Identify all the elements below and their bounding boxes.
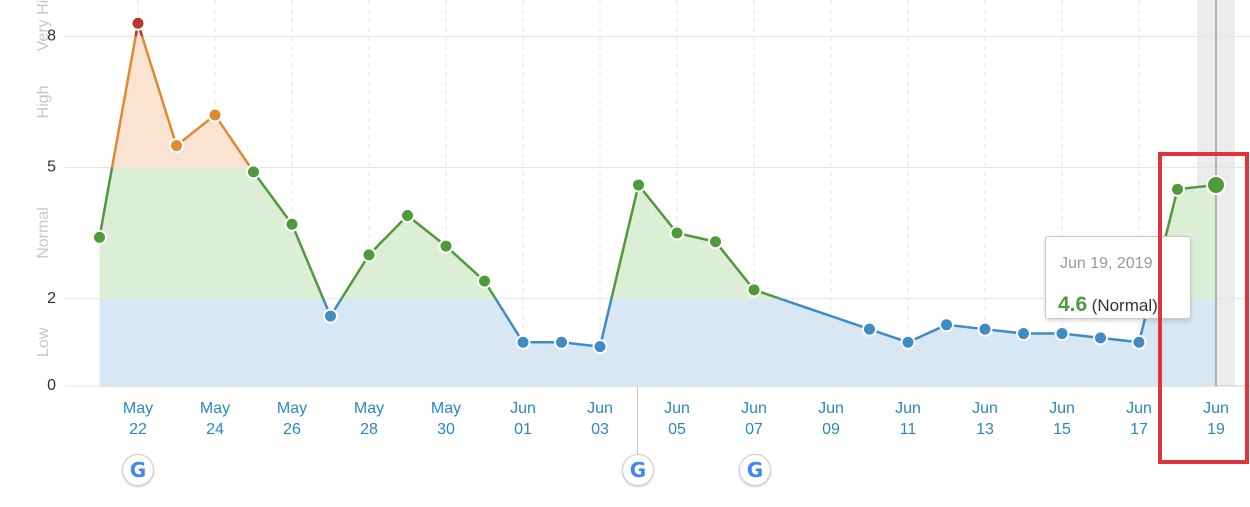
x-tick-label: Jun 19 [1203, 400, 1229, 438]
x-tick-label: Jun 07 [741, 400, 767, 438]
point [977, 321, 993, 337]
x-tick-label: May 22 [122, 400, 154, 438]
tooltip-band: (Normal) [1091, 296, 1158, 315]
point [1093, 330, 1108, 346]
point [592, 339, 608, 355]
point [1016, 326, 1031, 342]
tooltip-value: 4.6 (Normal) [1058, 293, 1158, 317]
point [708, 234, 723, 250]
point [1131, 334, 1147, 350]
band-label: Low [35, 327, 52, 357]
point [361, 247, 377, 263]
point [169, 138, 184, 154]
tooltip-number: 4.6 [1058, 293, 1088, 316]
y-tick-label: 5 [47, 159, 56, 176]
point [130, 15, 146, 31]
point [1170, 181, 1185, 197]
point [631, 177, 646, 193]
point [669, 225, 685, 241]
highlight-box [1158, 152, 1249, 464]
point [207, 107, 223, 123]
tooltip-date: Jun 19, 2019 [1060, 255, 1153, 272]
x-tick-label: Jun 17 [1126, 400, 1152, 438]
x-tick-label: Jun 09 [818, 400, 844, 438]
area [99, 298, 1216, 386]
point [284, 216, 300, 232]
point [1206, 174, 1226, 195]
band-label: High [35, 85, 52, 118]
y-tick-label: 8 [47, 28, 56, 45]
y-tick-label: 2 [47, 290, 56, 307]
area [112, 36, 251, 168]
point [438, 238, 454, 254]
area [99, 167, 1216, 299]
point [92, 229, 107, 245]
line [98, 167, 1217, 299]
point [1054, 326, 1070, 342]
point [400, 208, 415, 224]
point [862, 321, 877, 337]
point [939, 317, 954, 333]
x-tick-label: May 24 [199, 400, 231, 438]
point [323, 308, 338, 324]
x-tick-label: Jun 03 [587, 400, 613, 438]
x-tick-label: Jun 11 [895, 400, 921, 438]
x-tick-label: Jun 15 [1049, 400, 1075, 438]
x-tick-label: Jun 05 [664, 400, 690, 438]
point [246, 164, 261, 180]
tooltip: Jun 19, 2019 4.6 (Normal) [1045, 236, 1191, 319]
point [900, 334, 916, 350]
point [515, 334, 531, 350]
google-update-icon[interactable]: G [622, 454, 654, 486]
line [321, 298, 1152, 349]
x-tick-label: Jun 01 [510, 400, 536, 438]
point [477, 273, 492, 289]
y-tick-label: 0 [47, 377, 56, 394]
x-tick-label: May 26 [276, 400, 308, 438]
band-label: Normal [35, 207, 52, 259]
band-label: Very High [35, 0, 52, 51]
google-update-icon[interactable]: G [122, 454, 154, 486]
x-tick-label: May 30 [430, 400, 462, 438]
x-tick-label: Jun 13 [972, 400, 998, 438]
x-tick-label: May 28 [353, 400, 385, 438]
point [746, 282, 762, 298]
google-update-icon[interactable]: G [739, 454, 771, 486]
point [554, 334, 569, 350]
